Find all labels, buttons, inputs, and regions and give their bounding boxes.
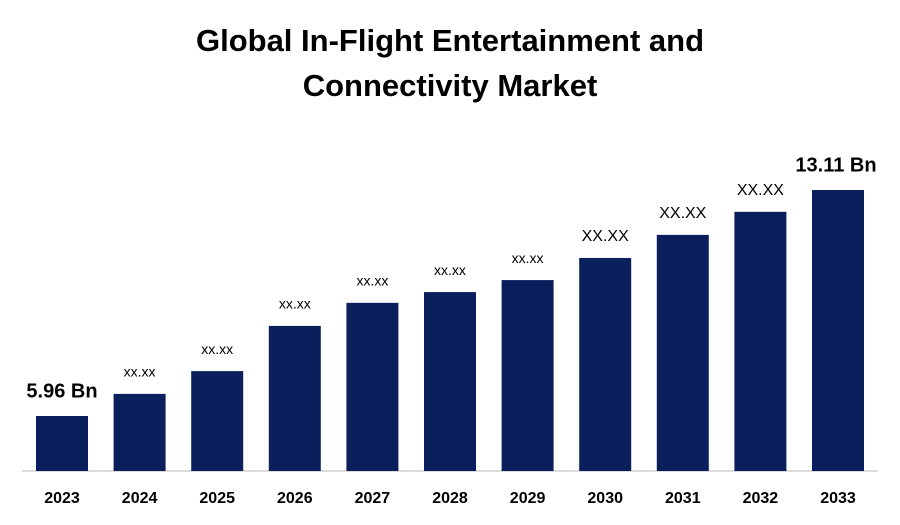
x-tick-label: 2033: [820, 490, 856, 507]
x-tick-label: 2027: [355, 490, 391, 507]
chart-title: Global In-Flight Entertainment and Conne…: [195, 23, 705, 103]
x-tick-label: 2032: [743, 490, 779, 507]
x-tick-label: 2024: [122, 490, 158, 507]
bar: [579, 257, 632, 471]
value-label: XX.XX: [659, 205, 706, 222]
bar: [36, 416, 88, 471]
value-label: XX.XX: [582, 228, 629, 245]
bar: [191, 371, 244, 471]
value-label: 5.96 Bn: [26, 380, 97, 402]
value-label: xx.xx: [201, 341, 233, 357]
value-label: xx.xx: [356, 273, 388, 289]
x-tick-label: 2023: [44, 490, 80, 507]
bar: [501, 280, 554, 471]
x-tick-label: 2028: [432, 490, 468, 507]
x-tick-label: 2029: [510, 490, 546, 507]
bar: [346, 302, 399, 471]
value-label: XX.XX: [737, 182, 784, 199]
x-tick-label: 2031: [665, 490, 701, 507]
bar: [656, 234, 709, 471]
value-label: xx.xx: [512, 250, 544, 266]
value-label: xx.xx: [124, 364, 156, 380]
value-label: xx.xx: [434, 262, 466, 278]
bar: [812, 190, 864, 471]
bar: [424, 292, 476, 471]
bar: [268, 325, 321, 471]
value-label: xx.xx: [279, 296, 311, 312]
bar: [113, 393, 166, 471]
x-tick-label: 2025: [199, 490, 235, 507]
x-tick-label: 2030: [587, 490, 623, 507]
x-tick-label: 2026: [277, 490, 313, 507]
value-label: 13.11 Bn: [795, 154, 876, 176]
bar: [734, 211, 787, 471]
